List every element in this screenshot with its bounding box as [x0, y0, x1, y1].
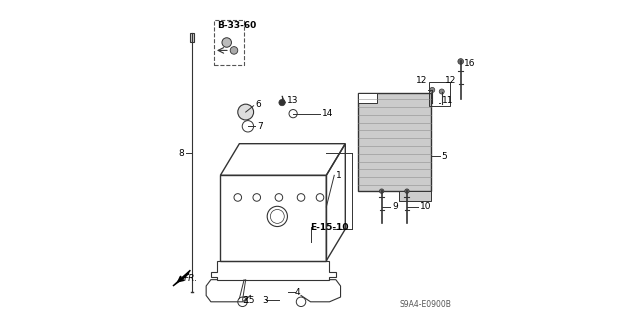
- Polygon shape: [173, 270, 190, 286]
- Circle shape: [404, 189, 409, 193]
- Text: 10: 10: [420, 203, 431, 211]
- Circle shape: [230, 47, 238, 54]
- Text: 4: 4: [294, 288, 300, 297]
- Text: B-33-60: B-33-60: [217, 21, 257, 30]
- Text: 8: 8: [179, 149, 184, 158]
- Text: 15: 15: [243, 296, 255, 305]
- Text: 12: 12: [445, 76, 456, 85]
- Text: 3: 3: [262, 296, 268, 305]
- Text: 13: 13: [287, 97, 298, 106]
- Text: 7: 7: [257, 122, 262, 131]
- Polygon shape: [399, 191, 431, 201]
- Polygon shape: [358, 93, 377, 103]
- Text: 12: 12: [416, 76, 428, 85]
- Text: 5: 5: [442, 152, 447, 161]
- Text: 1: 1: [336, 171, 342, 180]
- Text: 6: 6: [255, 100, 261, 109]
- Text: 14: 14: [321, 109, 333, 118]
- Circle shape: [439, 89, 444, 94]
- Circle shape: [380, 189, 384, 193]
- Text: 9: 9: [393, 203, 399, 211]
- Circle shape: [279, 100, 285, 106]
- Text: 2: 2: [243, 296, 248, 305]
- Circle shape: [238, 104, 253, 120]
- Text: 11: 11: [442, 97, 453, 106]
- Circle shape: [222, 38, 232, 47]
- Text: FR.: FR.: [184, 274, 198, 283]
- Circle shape: [458, 59, 463, 64]
- Polygon shape: [358, 93, 431, 191]
- Text: 16: 16: [464, 59, 476, 68]
- Circle shape: [429, 87, 435, 93]
- Text: S9A4-E0900B: S9A4-E0900B: [399, 300, 451, 309]
- Text: E-15-10: E-15-10: [310, 223, 349, 232]
- Polygon shape: [189, 33, 194, 42]
